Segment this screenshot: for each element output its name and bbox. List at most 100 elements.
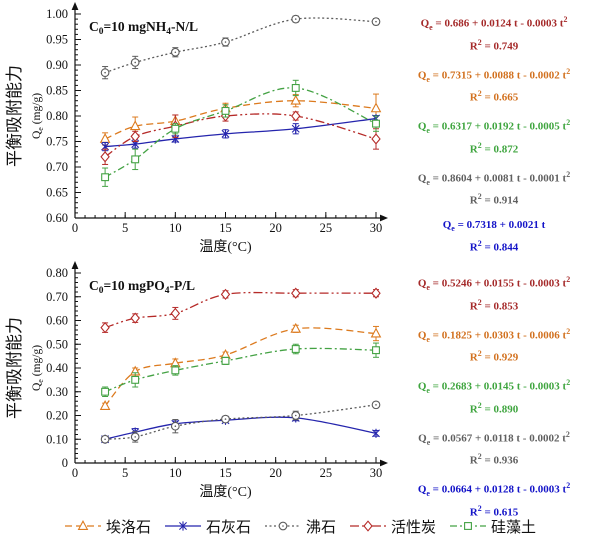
x-tick-label: 10 — [169, 221, 182, 235]
activated-carbon-marker — [371, 133, 381, 145]
zeolite-marker — [100, 68, 110, 77]
y-tick-label: 0.50 — [46, 337, 68, 351]
equation-formula: Qe = 0.686 + 0.0124 t - 0.0003 t2 — [420, 15, 568, 32]
diatomite-legend-swatch — [450, 522, 487, 530]
legend-item-limestone: 石灰石 — [164, 516, 251, 537]
zeolite-error-bars — [102, 401, 379, 443]
x-axis-arrow — [380, 214, 388, 222]
diatomite-marker — [131, 375, 140, 384]
nh4-equations-group: Qe = 0.686 + 0.0124 t - 0.0003 t2 R2 = 0.… — [388, 12, 600, 265]
y-tick-label: 0.70 — [46, 290, 68, 304]
zeolite-legend-marker — [278, 521, 288, 531]
chart-title: C0=10 mgPO4-P/L — [89, 278, 195, 296]
x-tick-label: 20 — [269, 466, 282, 480]
series-limestone — [101, 113, 380, 152]
x-tick-label: 0 — [72, 221, 78, 235]
diatomite-marker — [372, 346, 380, 355]
equation-r-squared: R2 = 0.615 — [469, 503, 519, 519]
activated-carbon-line — [104, 291, 377, 329]
axes — [74, 9, 381, 219]
legend-item-diatomite: 硅藻土 — [449, 516, 536, 537]
series-zeolite — [100, 14, 381, 80]
equation-item: Qe = 0.2683 + 0.0145 t - 0.0003 t2 R2 = 0… — [388, 375, 600, 418]
equation-formula: Qe = 0.1825 + 0.0303 t - 0.0006 t2 — [417, 326, 571, 344]
x-tick-label: 5 — [122, 221, 128, 235]
halloysite-legend-marker — [77, 520, 89, 530]
y-axis-unit-label: Qe (mg/g) — [31, 345, 45, 391]
nh4-adsorption-chart: 0 5 10 15 20 25 30 0.60 0.65 0.70 0.75 0.80 0.85 0.90… — [5, 2, 388, 255]
diatomite-line — [104, 347, 377, 393]
zeolite-marker — [291, 14, 301, 24]
activated-carbon-error-bars — [102, 289, 379, 333]
diatomite-marker — [221, 356, 230, 365]
equation-item: Qe = 0.0567 + 0.0118 t - 0.0002 t2 R2 = 0… — [388, 427, 600, 470]
x-tick-label: 30 — [370, 466, 383, 480]
zeolite-marker — [170, 47, 180, 57]
limestone-line — [104, 416, 377, 440]
y-axis-label: 平衡吸附能力 — [5, 317, 24, 419]
legend-item-activated-carbon: 活性炭 — [349, 516, 436, 537]
y-tick-label: 0.75 — [46, 135, 68, 149]
activated-carbon-marker — [291, 287, 301, 299]
equation-item: Qe = 0.7318 + 0.0021 t R2 = 0.844 — [388, 218, 600, 256]
equation-item: Qe = 0.686 + 0.0124 t - 0.0003 t2 R2 = 0.… — [388, 12, 600, 55]
halloysite-marker — [370, 102, 382, 113]
activated-carbon-marker — [100, 151, 110, 163]
halloysite-legend-swatch — [64, 520, 101, 530]
zeolite-marker — [170, 421, 180, 431]
series-activated-carbon — [100, 287, 381, 334]
halloysite-error-bars — [102, 93, 379, 146]
y-axis-unit-label: Qe (mg/g) — [31, 93, 45, 139]
equation-item: Qe = 0.8604 + 0.0081 t - 0.0001 t2 R2 = 0… — [388, 167, 600, 210]
activated-carbon-marker — [130, 130, 140, 143]
legend-label: 埃洛石 — [105, 519, 151, 536]
legend-bar: 埃洛石 石灰石 沸石 活性炭 硅藻土 — [0, 511, 600, 541]
y-tick-label: 0.40 — [46, 361, 68, 375]
y-tick-label: 0.85 — [46, 84, 68, 98]
diatomite-error-bars — [102, 342, 379, 397]
zeolite-marker — [371, 400, 381, 410]
diatomite-marker — [221, 106, 230, 115]
equation-r-squared: R2 = 0.665 — [469, 89, 519, 104]
x-tick-label: 25 — [320, 466, 333, 480]
equation-r-squared: R2 = 0.853 — [469, 297, 519, 313]
diatomite-marker — [171, 366, 180, 375]
limestone-legend-marker — [178, 521, 187, 531]
zeolite-marker — [371, 17, 381, 27]
series-halloysite — [99, 322, 382, 410]
equation-formula: Qe = 0.6317 + 0.0192 t - 0.0005 t2 — [417, 118, 571, 135]
equation-r-squared: R2 = 0.844 — [469, 239, 519, 254]
equation-item: Qe = 0.0664 + 0.0128 t - 0.0003 t2 R2 = 0… — [388, 478, 600, 521]
diatomite-legend-marker — [464, 522, 472, 530]
series-diatomite — [101, 79, 380, 187]
limestone-marker — [291, 124, 300, 134]
zeolite-marker — [221, 37, 230, 47]
zeolite-marker — [100, 434, 110, 444]
halloysite-marker — [99, 400, 111, 410]
halloysite-line — [104, 100, 377, 140]
y-tick-label: 0.10 — [46, 432, 68, 446]
halloysite-marker — [99, 132, 111, 143]
x-tick-label: 15 — [219, 221, 232, 235]
series-diatomite — [101, 342, 380, 397]
x-tick-label: 0 — [72, 466, 78, 480]
legend-item-zeolite: 沸石 — [264, 516, 336, 537]
halloysite-marker — [129, 120, 141, 131]
halloysite-marker — [370, 327, 382, 338]
activated-carbon-marker — [371, 287, 381, 299]
x-tick-label: 20 — [269, 221, 282, 235]
y-tick-label: 0.90 — [46, 58, 68, 72]
y-tick-label: 0.60 — [46, 211, 68, 225]
equation-formula: Qe = 0.0664 + 0.0128 t - 0.0003 t2 — [417, 481, 571, 498]
legend-label: 活性炭 — [391, 519, 437, 536]
legend-item-halloysite: 埃洛石 — [64, 516, 151, 537]
limestone-line — [105, 117, 377, 148]
y-axis-arrow — [71, 2, 79, 10]
diatomite-marker — [291, 84, 300, 92]
limestone-marker — [221, 129, 230, 139]
x-axis-label: 温度(°C) — [199, 484, 252, 500]
equation-item: Qe = 0.7315 + 0.0088 t - 0.0002 t2 R2 = 0… — [388, 64, 600, 107]
activated-carbon-marker — [220, 288, 231, 301]
x-axis-label: 温度(°C) — [199, 239, 252, 255]
